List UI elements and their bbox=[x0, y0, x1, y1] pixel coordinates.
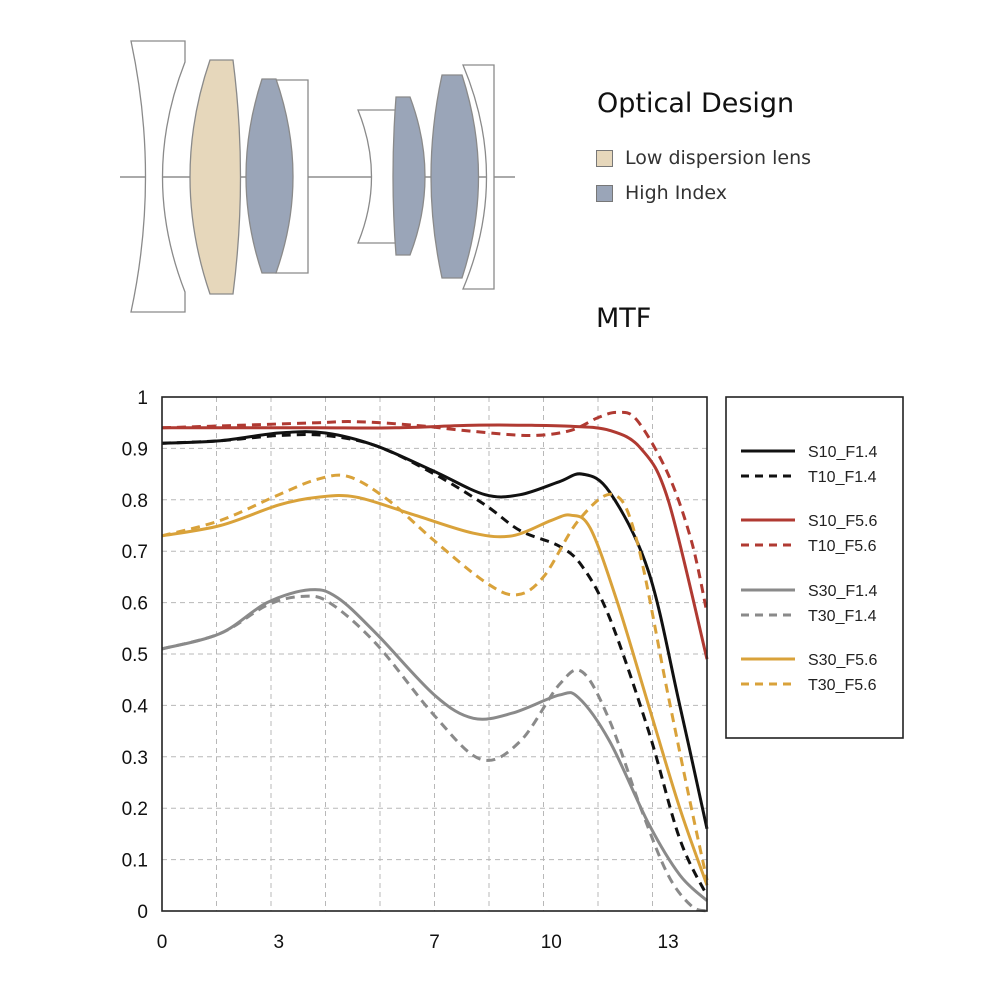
y-tick-label: 0.9 bbox=[122, 439, 148, 460]
series-line-s10-f5-6 bbox=[162, 423, 709, 660]
legend-box bbox=[725, 396, 904, 739]
mtf-title: MTF bbox=[596, 303, 652, 334]
series-line-t30-f1-4 bbox=[161, 594, 708, 913]
lens-element-2-low-dispersion bbox=[189, 59, 242, 295]
y-tick-label: 0.1 bbox=[122, 851, 148, 872]
lens-element-5-high-index bbox=[392, 96, 426, 256]
y-tick-label: 0.4 bbox=[122, 696, 149, 717]
y-tick-label: 0 bbox=[137, 902, 148, 923]
x-tick-label: 10 bbox=[541, 932, 562, 953]
legend-label: S10_F5.6 bbox=[808, 513, 877, 530]
legend-label: S10_F1.4 bbox=[808, 444, 877, 461]
legend-label: S30_F5.6 bbox=[808, 652, 877, 669]
lens-element-6-outline bbox=[462, 64, 495, 290]
y-tick-label: 0.6 bbox=[122, 594, 148, 615]
series-line-t10-f1-4 bbox=[161, 433, 709, 897]
series-line-s30-f5-6 bbox=[161, 494, 709, 886]
series-line-t10-f5-6 bbox=[161, 410, 709, 614]
high-index-swatch bbox=[596, 184, 613, 202]
legend-label: T30_F1.4 bbox=[808, 608, 877, 625]
legend-low-dispersion-label: Low dispersion lens bbox=[625, 147, 812, 169]
series-line-s30-f1-4 bbox=[161, 588, 709, 902]
legend-label: T10_F5.6 bbox=[808, 538, 877, 555]
x-tick-label: 3 bbox=[273, 932, 284, 953]
y-tick-label: 0.2 bbox=[122, 799, 148, 820]
y-tick-label: 0.5 bbox=[122, 645, 148, 666]
legend-high-index: High Index bbox=[596, 182, 727, 204]
legend-label: T10_F1.4 bbox=[808, 469, 877, 486]
low-dispersion-swatch bbox=[596, 149, 613, 167]
lens-element-3-high-index bbox=[245, 78, 294, 274]
lens-element-1 bbox=[130, 40, 186, 313]
optical-design-diagram bbox=[120, 40, 515, 313]
lens-element-4 bbox=[357, 109, 399, 244]
y-tick-label: 0.3 bbox=[122, 748, 148, 769]
lens-element-6-high-index bbox=[430, 74, 480, 279]
legend-label: S30_F1.4 bbox=[808, 583, 877, 600]
y-tick-label: 1 bbox=[137, 388, 148, 409]
series-line-t30-f5-6 bbox=[161, 473, 709, 881]
optical-design-title: Optical Design bbox=[597, 88, 795, 119]
x-tick-label: 0 bbox=[157, 932, 168, 953]
legend-low-dispersion: Low dispersion lens bbox=[596, 147, 811, 169]
series-line-s10-f1-4 bbox=[161, 430, 709, 830]
y-tick-label: 0.7 bbox=[122, 542, 148, 563]
y-tick-label: 0.8 bbox=[122, 491, 148, 512]
legend-label: T30_F5.6 bbox=[808, 677, 877, 694]
x-tick-label: 7 bbox=[429, 932, 440, 953]
legend-high-index-label: High Index bbox=[625, 182, 728, 204]
x-tick-label: 13 bbox=[658, 932, 679, 953]
plot-frame bbox=[161, 396, 708, 912]
